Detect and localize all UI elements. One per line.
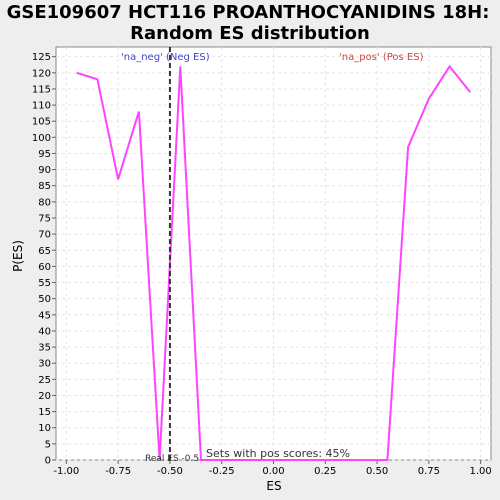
y-tick-label: 0	[45, 456, 51, 467]
x-tick-label: 0.00	[262, 466, 284, 477]
series-group	[76, 64, 472, 461]
x-axis-label: ES	[266, 479, 281, 493]
y-axis-label: P(ES)	[11, 240, 25, 272]
y-tick-label: 85	[38, 181, 51, 192]
y-tick-label: 120	[32, 68, 51, 79]
y-tick-label: 50	[38, 294, 51, 305]
x-tick-label: -0.25	[209, 466, 235, 477]
y-tick-label: 75	[38, 214, 51, 225]
chart-title-line2: Random ES distribution	[130, 23, 370, 44]
y-tick-label: 90	[38, 165, 51, 176]
y-tick-label: 80	[38, 197, 51, 208]
y-tick-label: 20	[38, 391, 51, 402]
x-tick-label: 0.50	[366, 466, 388, 477]
x-tick-label: -0.50	[157, 466, 183, 477]
x-tick-label: -0.75	[105, 466, 131, 477]
y-tick-label: 105	[32, 117, 51, 128]
y-tick-label: 40	[38, 326, 51, 337]
y-tick-label: 65	[38, 246, 51, 257]
chart-title-line1: GSE109607 HCT116 PROANTHOCYANIDINS 18H:	[7, 2, 490, 23]
pos-es-label: 'na_pos' (Pos ES)	[339, 52, 424, 63]
y-tick-label: 125	[32, 52, 51, 63]
sets-pos-label: Sets with pos scores: 45%	[206, 447, 350, 460]
y-tick-label: 45	[38, 310, 51, 321]
x-tick-label: 0.25	[314, 466, 336, 477]
y-tick-label: 110	[32, 101, 51, 112]
grid-lines	[56, 47, 491, 461]
neg-es-label: 'na_neg' (Neg ES)	[121, 52, 210, 63]
y-tick-label: 70	[38, 230, 51, 241]
y-tick-label: 35	[38, 343, 51, 354]
y-tick-label: 115	[32, 84, 51, 95]
x-tick-label: 1.00	[470, 466, 492, 477]
y-tick-label: 25	[38, 375, 51, 386]
y-tick-label: 95	[38, 149, 51, 160]
y-axis-ticks: 0 5 10 15 20 25 30 35 40 45 50 55 60 65 70 75 80 85 90 95 10…	[32, 52, 56, 467]
y-tick-label: 10	[38, 423, 51, 434]
real-es-label: Real ES -0.5	[145, 454, 199, 464]
x-tick-label: 0.75	[418, 466, 440, 477]
y-tick-label: 55	[38, 278, 51, 289]
y-tick-label: 15	[38, 407, 51, 418]
x-tick-label: -1.00	[53, 466, 79, 477]
y-tick-label: 100	[32, 133, 51, 144]
y-tick-label: 5	[45, 439, 51, 450]
y-tick-label: 30	[38, 359, 51, 370]
series-line	[76, 64, 472, 461]
y-tick-label: 60	[38, 262, 51, 273]
x-axis-ticks: -1.00 -0.75 -0.50 -0.25 0.00 0.25 0.50 0.75 1.00	[53, 460, 492, 477]
